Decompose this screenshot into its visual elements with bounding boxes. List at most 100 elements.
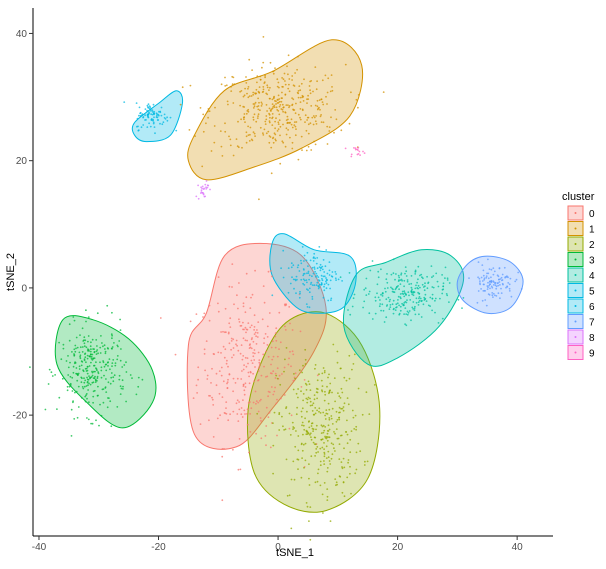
data-point: [288, 427, 291, 430]
data-point: [300, 476, 303, 479]
data-point: [197, 378, 200, 381]
data-point: [121, 366, 124, 368]
data-point: [228, 342, 231, 345]
data-point: [121, 379, 124, 382]
data-point: [389, 304, 392, 306]
data-point: [237, 420, 240, 422]
data-point: [310, 438, 313, 441]
data-point: [307, 272, 310, 274]
data-point: [245, 82, 248, 84]
cluster-hulls: [54, 39, 524, 513]
data-point: [486, 285, 489, 287]
data-point: [294, 445, 297, 448]
data-point: [229, 413, 232, 416]
data-point: [263, 365, 265, 368]
data-point: [157, 119, 160, 121]
data-point: [278, 113, 281, 116]
data-point: [313, 394, 316, 396]
data-point: [238, 321, 241, 323]
data-point: [246, 339, 249, 342]
data-point: [265, 425, 268, 427]
data-point: [486, 288, 489, 290]
data-point: [312, 123, 315, 126]
data-point: [314, 407, 317, 409]
data-point: [392, 291, 395, 293]
data-point: [297, 458, 300, 461]
data-point: [305, 389, 308, 391]
data-point: [245, 331, 247, 334]
data-point: [497, 284, 500, 287]
data-point: [338, 411, 340, 414]
data-point: [293, 85, 296, 87]
data-point: [310, 436, 312, 438]
data-point: [215, 372, 218, 375]
data-point: [321, 268, 324, 271]
data-point: [284, 325, 286, 328]
data-point: [307, 289, 309, 291]
data-point: [205, 122, 207, 125]
data-point: [137, 385, 140, 388]
data-point: [316, 274, 318, 277]
data-point: [277, 99, 279, 101]
data-point: [326, 499, 329, 501]
data-point: [444, 277, 446, 279]
data-point: [256, 332, 259, 334]
data-point: [44, 408, 47, 411]
data-point: [496, 274, 499, 277]
data-point: [366, 460, 369, 463]
data-point: [135, 102, 138, 104]
data-point: [426, 275, 428, 278]
data-point: [330, 442, 333, 445]
data-point: [203, 312, 206, 315]
data-point: [246, 92, 248, 95]
data-point: [307, 270, 310, 273]
data-point: [248, 95, 251, 97]
data-point: [288, 105, 291, 107]
data-point: [109, 382, 112, 385]
data-point: [300, 278, 303, 281]
data-point: [383, 321, 386, 323]
data-point: [282, 78, 285, 81]
data-point: [252, 352, 255, 354]
data-point: [272, 422, 274, 424]
data-point: [303, 269, 305, 271]
data-point: [316, 281, 319, 284]
data-point: [341, 491, 344, 494]
data-point: [88, 365, 91, 367]
x-ticks: -40 -20 0 20 40: [32, 536, 523, 553]
data-point: [423, 299, 426, 301]
data-point: [291, 141, 294, 144]
legend-label-4: 4: [589, 271, 595, 282]
data-point: [166, 119, 169, 122]
data-point: [306, 401, 309, 404]
data-point: [268, 312, 271, 314]
data-point: [85, 320, 87, 323]
data-point: [294, 278, 297, 281]
data-point: [339, 397, 342, 399]
data-point: [258, 86, 261, 88]
data-point: [105, 369, 108, 372]
data-point: [259, 363, 261, 366]
data-point: [97, 394, 99, 397]
data-point: [278, 429, 281, 431]
data-point: [479, 282, 481, 284]
data-point: [82, 340, 85, 342]
data-point: [278, 105, 281, 108]
data-point: [260, 420, 262, 422]
data-point: [306, 119, 308, 121]
data-point: [229, 144, 232, 147]
data-point: [92, 395, 95, 398]
data-point: [273, 106, 276, 109]
data-point: [262, 36, 265, 38]
data-point: [316, 80, 318, 83]
data-point: [144, 114, 147, 117]
data-point: [297, 468, 299, 470]
data-point: [410, 275, 413, 277]
data-point: [330, 297, 333, 300]
data-point: [410, 290, 413, 293]
data-point: [83, 381, 86, 384]
data-point: [363, 464, 366, 466]
data-point: [89, 383, 92, 386]
data-point: [354, 148, 357, 151]
data-point: [297, 55, 299, 58]
